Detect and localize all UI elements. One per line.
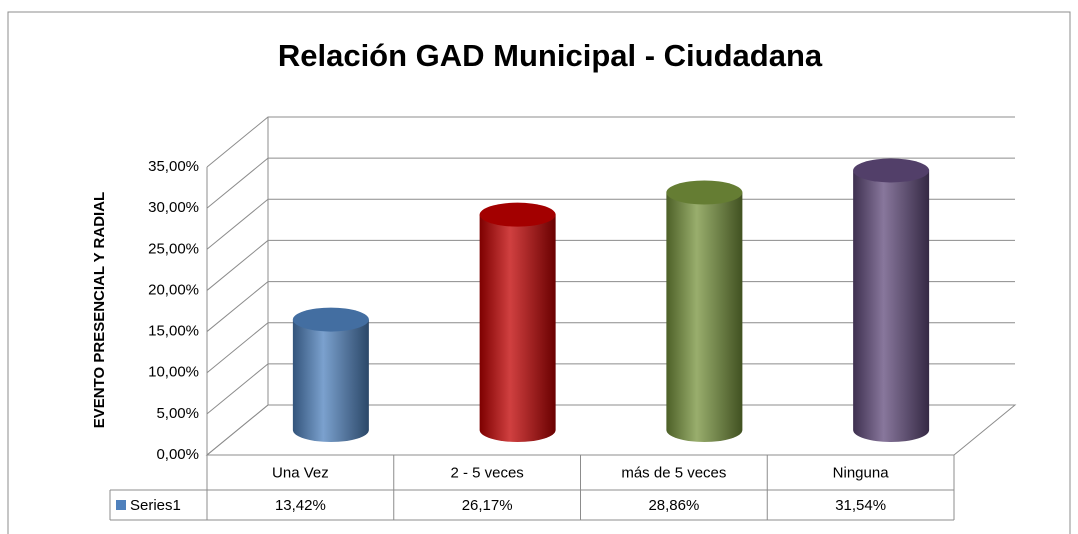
y-tick-label: 25,00% [148, 240, 199, 257]
legend-label: Series1 [130, 497, 181, 514]
grid-line [206, 322, 1015, 374]
y-tick-label: 10,00% [148, 364, 199, 381]
grid-line [206, 404, 1015, 456]
bar-top [853, 158, 930, 183]
y-tick-label: 0,00% [156, 446, 199, 463]
bar-top [292, 307, 369, 332]
data-label: 31,54% [835, 497, 886, 514]
y-tick-label: 20,00% [148, 281, 199, 298]
chart-title: Relación GAD Municipal - Ciudadana [278, 38, 823, 73]
y-tick-label: 5,00% [156, 405, 199, 422]
grid-line [206, 281, 1015, 332]
bar [479, 214, 556, 443]
x-tick-label: más de 5 veces [621, 464, 726, 481]
grid-line [206, 198, 1015, 250]
y-tick-label: 15,00% [148, 323, 199, 340]
x-tick-label: 2 - 5 veces [450, 464, 523, 481]
y-tick-label: 30,00% [148, 199, 199, 216]
y-axis-label: EVENTO PRESENCIAL Y RADIAL [91, 192, 108, 428]
grid-line [206, 239, 1015, 291]
bar-top [479, 202, 556, 227]
bar [853, 170, 930, 443]
data-label: 13,42% [275, 497, 326, 514]
bar [666, 192, 743, 443]
x-tick-label: Una Vez [272, 464, 329, 481]
legend-key [116, 500, 126, 510]
data-label: 28,86% [648, 497, 699, 514]
grid-line [206, 363, 1015, 415]
data-label: 26,17% [462, 497, 513, 514]
grid-line [206, 157, 1015, 209]
bar [292, 319, 369, 443]
y-tick-label: 35,00% [148, 158, 199, 175]
bar-top [666, 180, 743, 205]
grid-line [206, 116, 1015, 168]
x-tick-label: Ninguna [833, 464, 890, 481]
